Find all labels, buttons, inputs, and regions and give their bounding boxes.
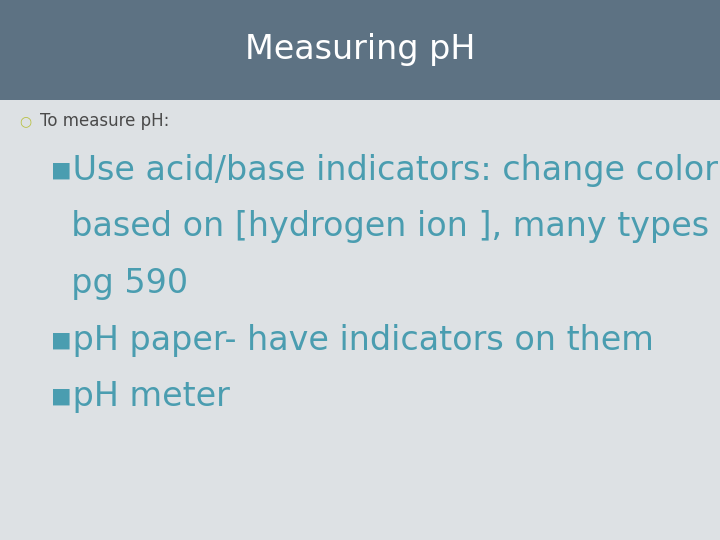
Text: ▪pH meter: ▪pH meter — [50, 380, 230, 414]
Text: based on [hydrogen ion ], many types: based on [hydrogen ion ], many types — [50, 210, 709, 244]
Text: ▪pH paper- have indicators on them: ▪pH paper- have indicators on them — [50, 323, 654, 357]
Text: ○: ○ — [19, 114, 31, 129]
Text: Measuring pH: Measuring pH — [245, 33, 475, 66]
Text: To measure pH:: To measure pH: — [40, 112, 169, 131]
Text: pg 590: pg 590 — [50, 267, 189, 300]
Bar — [0, 0, 720, 100]
Text: ▪Use acid/base indicators: change color: ▪Use acid/base indicators: change color — [50, 153, 719, 187]
